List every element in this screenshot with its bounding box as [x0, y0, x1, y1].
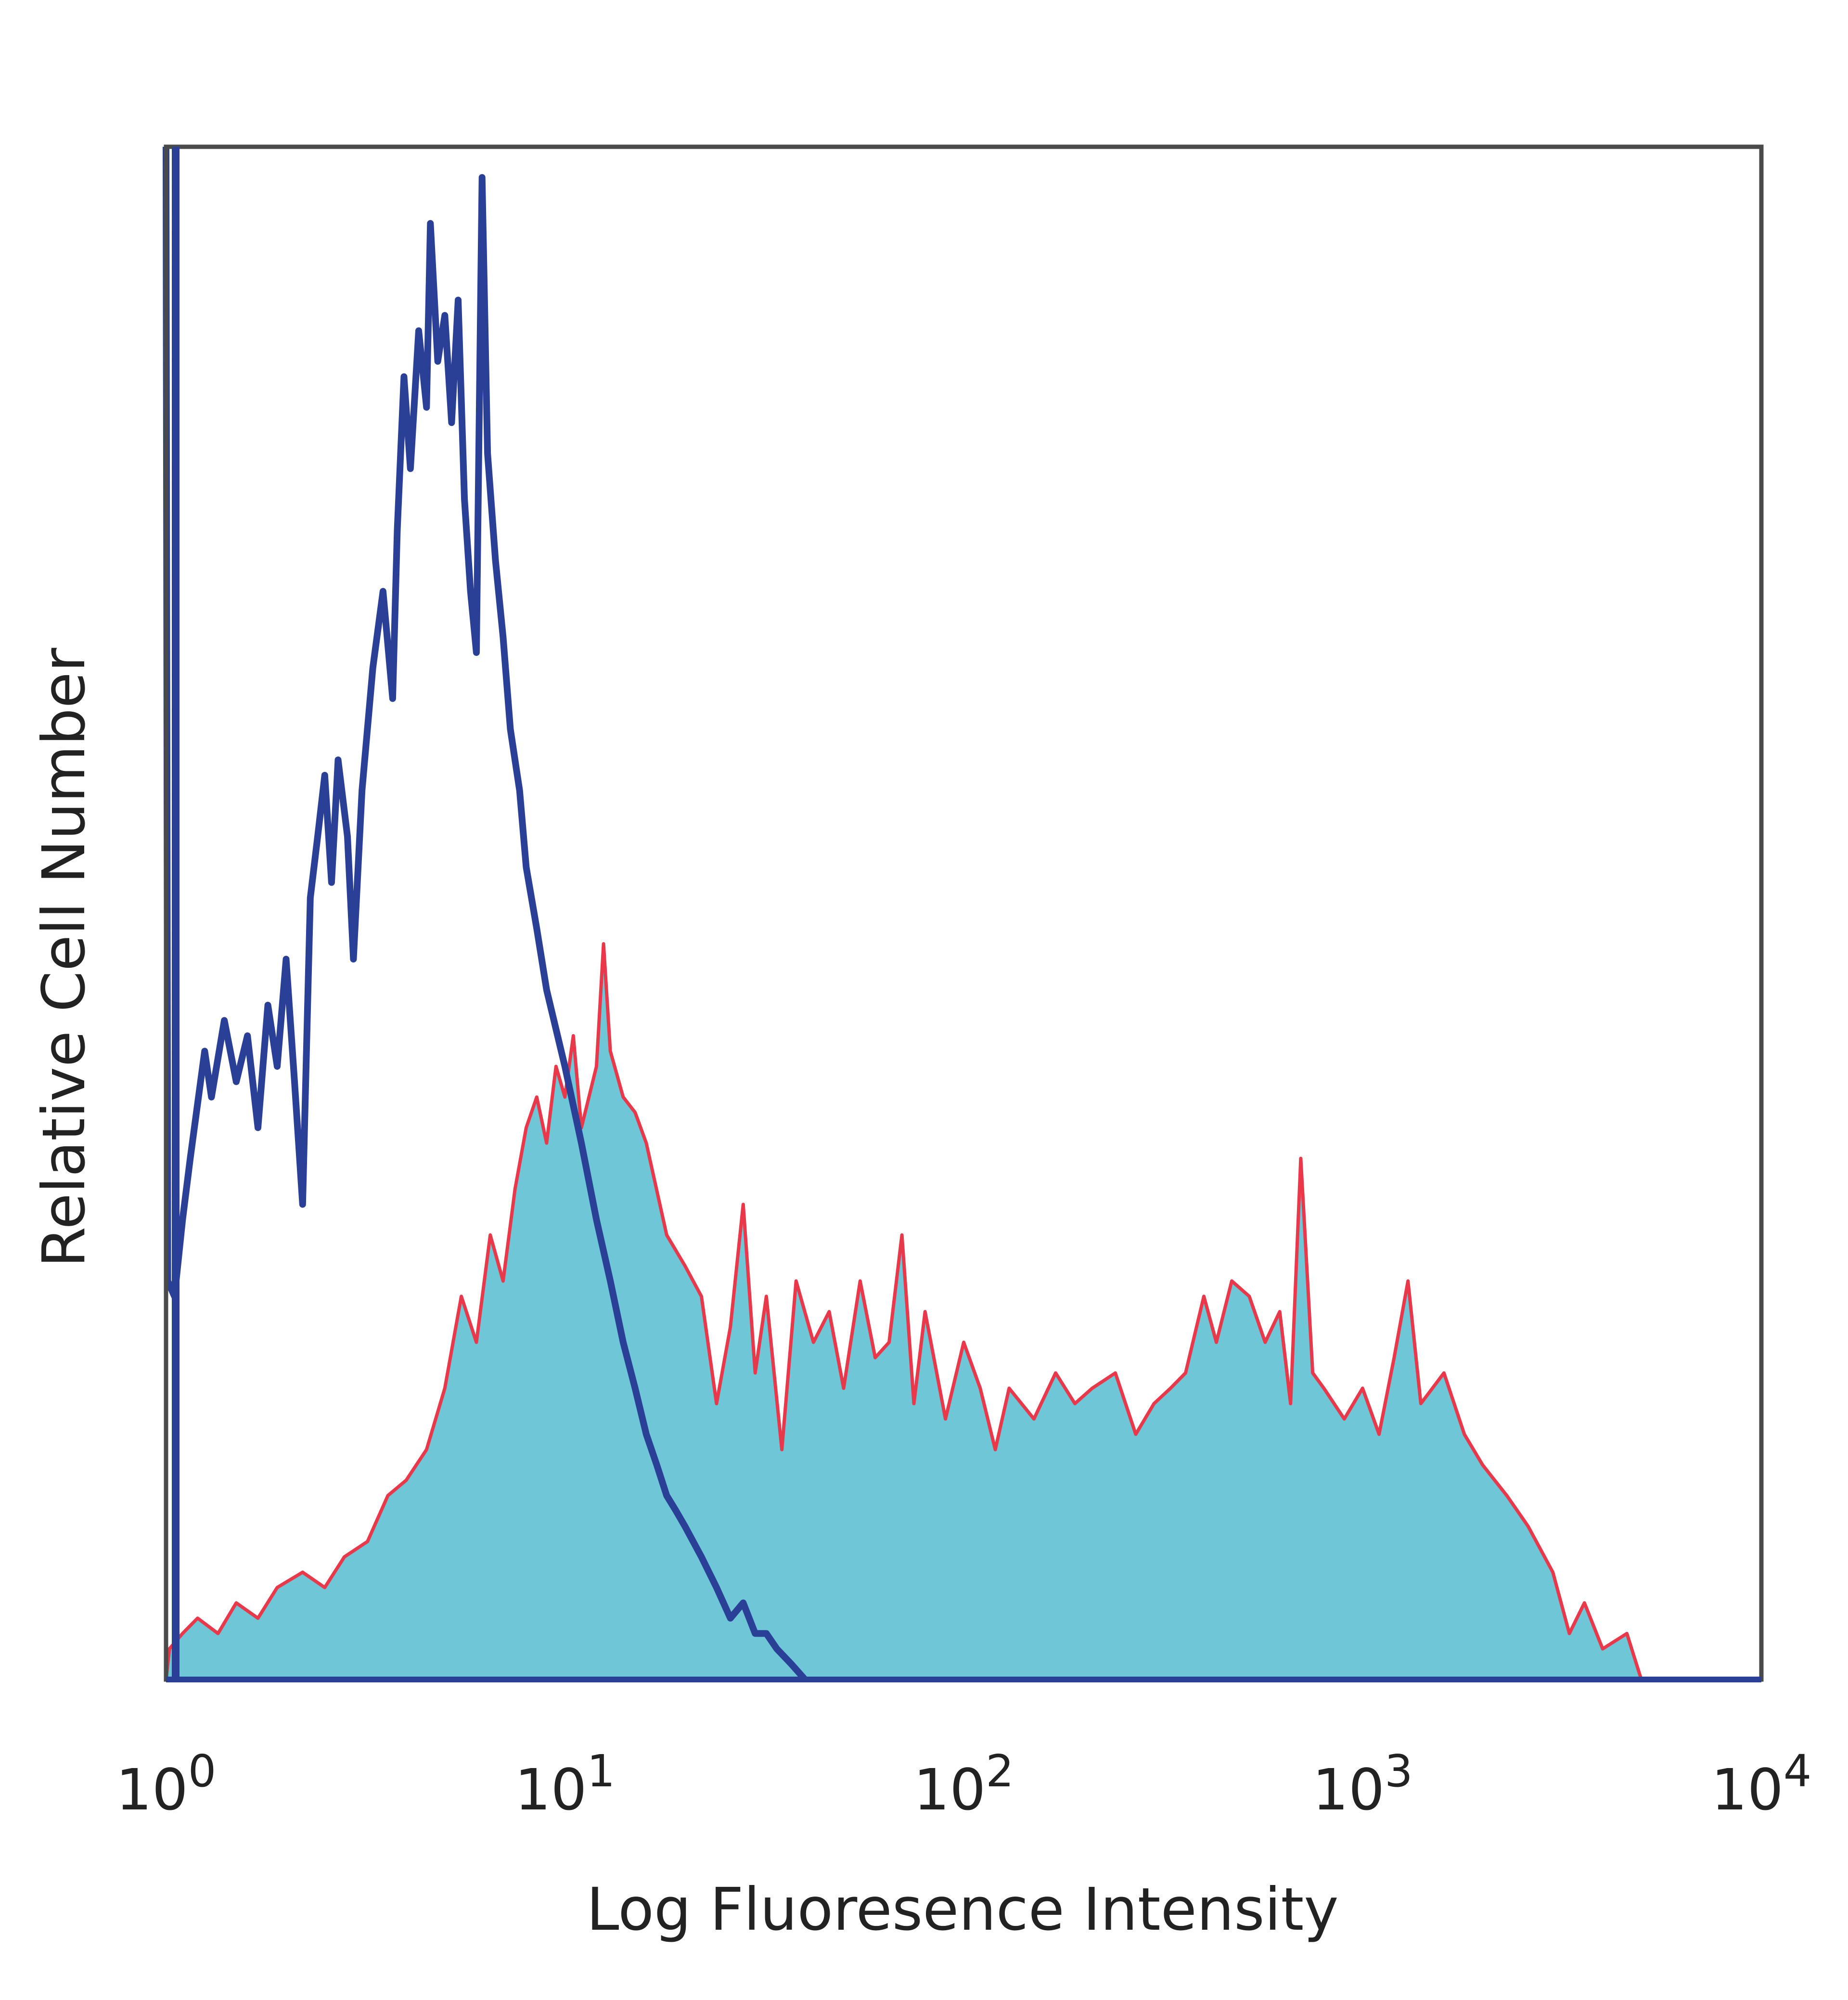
series-layer [163, 146, 1643, 1682]
x-tick-labels: 100 101 102 103 104 [116, 1745, 1812, 1823]
y-axis-label: Relative Cell Number [30, 647, 98, 1268]
x-axis-label: Log Fluoresence Intensity [586, 1875, 1338, 1944]
x-tick-label: 101 [514, 1745, 615, 1823]
series-1-fill [166, 944, 1642, 1679]
series-1-line [164, 942, 1643, 1680]
series-2-line [163, 146, 808, 1682]
x-tick-label: 100 [116, 1745, 217, 1823]
x-tick-label: 103 [1312, 1745, 1413, 1823]
x-tick-label: 104 [1711, 1745, 1812, 1823]
x-tick-label: 102 [913, 1745, 1014, 1823]
